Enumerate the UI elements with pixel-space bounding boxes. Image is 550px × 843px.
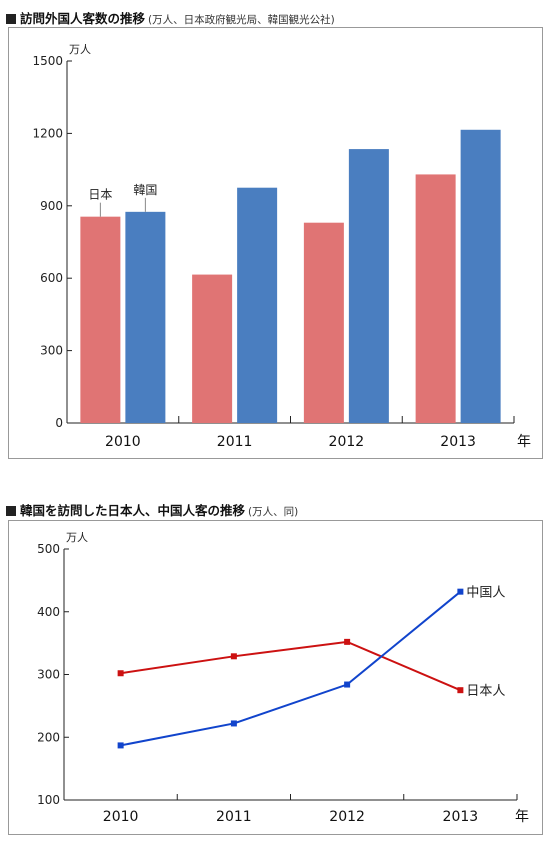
x-tick-label: 2013 — [440, 434, 476, 450]
data-point — [344, 681, 351, 688]
x-axis-unit: 年 — [517, 434, 531, 450]
x-tick-label: 2012 — [329, 434, 365, 450]
y-axis-unit: 万人 — [66, 531, 88, 544]
chart2-heading: 韓国を訪問した日本人、中国人客の推移 (万人、同) — [6, 500, 298, 519]
x-tick-label: 2013 — [443, 809, 479, 825]
bar-chart: 0 300 600 900 1200 1500 万人 2010 日本 韓国 2011 2012 2013… — [32, 43, 531, 450]
series-label: 日本 — [88, 188, 112, 202]
chart1-panel: 0 300 600 900 1200 1500 万人 2010 日本 韓国 2011 2012 2013… — [8, 27, 543, 459]
y-tick-label: 600 — [40, 271, 63, 285]
bar-2013-0 — [415, 174, 456, 423]
chart2-panel: 100 200 300 400 500 万人 2010 2011 2012 2013 年 日本人 中国人 — [8, 520, 543, 835]
x-tick-label: 2010 — [105, 434, 141, 450]
y-tick-label: 300 — [37, 668, 60, 682]
data-point — [230, 720, 237, 727]
bar-2012-1 — [348, 149, 389, 423]
bar-2013-1 — [460, 129, 501, 423]
y-tick-label: 1500 — [32, 54, 63, 68]
series-label: 韓国 — [133, 183, 157, 197]
heading-square-icon — [6, 14, 16, 24]
y-tick-label: 200 — [37, 730, 60, 744]
bar-2010-0 — [80, 216, 121, 423]
y-tick-label: 0 — [55, 416, 63, 430]
data-point — [457, 687, 464, 694]
chart1-heading: 訪問外国人客数の推移 (万人、日本政府観光局、韓国観光公社) — [6, 8, 335, 27]
series-line-1 — [120, 590, 462, 747]
bar-2011-0 — [192, 274, 233, 423]
x-tick-label: 2011 — [216, 809, 252, 825]
x-tick-label: 2012 — [329, 809, 365, 825]
bar-2011-1 — [237, 187, 278, 423]
x-axis-unit: 年 — [515, 809, 529, 825]
chart1-note: (万人、日本政府観光局、韓国観光公社) — [148, 14, 335, 26]
chart2-note: (万人、同) — [248, 506, 299, 518]
heading-square-icon — [6, 506, 16, 516]
y-tick-label: 1200 — [32, 126, 63, 140]
y-tick-label: 100 — [37, 793, 60, 807]
y-tick-label: 500 — [37, 542, 60, 556]
data-point — [117, 742, 124, 749]
x-tick-label: 2011 — [217, 434, 253, 450]
series-end-label: 日本人 — [466, 684, 505, 699]
data-point — [344, 638, 351, 645]
data-point — [117, 670, 124, 677]
data-point — [457, 588, 464, 595]
chart1-title: 訪問外国人客数の推移 — [20, 11, 146, 26]
chart2-title: 韓国を訪問した日本人、中国人客の推移 — [20, 503, 246, 518]
data-point — [230, 653, 237, 660]
bar-2010-1 — [125, 211, 166, 423]
y-tick-label: 400 — [37, 605, 60, 619]
series-line-0 — [120, 640, 461, 692]
series-end-label: 中国人 — [466, 586, 505, 601]
bar-2012-0 — [303, 222, 344, 423]
line-chart: 100 200 300 400 500 万人 2010 2011 2012 2013 年 日本人 中国人 — [37, 531, 529, 825]
y-tick-label: 900 — [40, 199, 63, 213]
x-tick-label: 2010 — [103, 809, 139, 825]
y-axis-unit: 万人 — [69, 43, 91, 56]
y-tick-label: 300 — [40, 344, 63, 358]
